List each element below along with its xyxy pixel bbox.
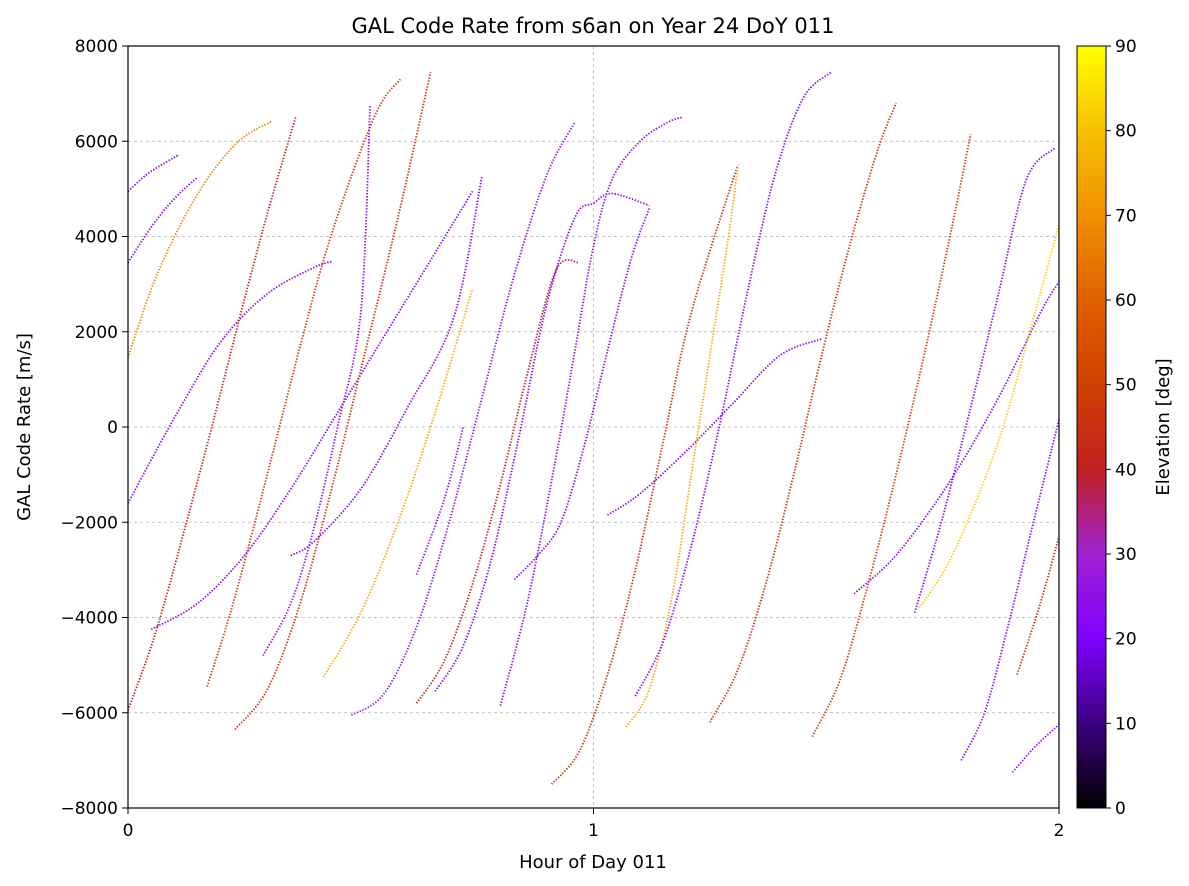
y-axis-label: GAL Code Rate [m/s] (14, 333, 35, 521)
colorbar-tick-label: 90 (1115, 37, 1137, 57)
series-curve (550, 164, 739, 785)
y-tick-label: −4000 (60, 609, 118, 629)
y-tick-label: −6000 (60, 704, 118, 724)
series-track (550, 164, 739, 785)
series-track (290, 176, 483, 557)
series-curve (853, 281, 1060, 595)
series-track (607, 338, 822, 516)
series-curve (709, 102, 897, 723)
y-tick-label: 0 (107, 418, 118, 438)
x-tick-label: 1 (588, 821, 599, 841)
series-track (960, 419, 1060, 761)
colorbar-tick-label: 40 (1115, 460, 1137, 480)
y-axis-ticks: −8000 −6000 −4000 −2000 0 2000 4000 6000 8000 (60, 37, 128, 819)
series-curve (127, 260, 334, 504)
series-track (234, 72, 432, 730)
data-series-layer (127, 71, 1060, 785)
series-track (634, 71, 832, 697)
series-curve (434, 192, 650, 692)
series-track (127, 153, 180, 192)
series-curve (634, 71, 832, 697)
series-track (350, 121, 576, 716)
series-curve (1016, 536, 1060, 675)
series-curve (206, 78, 401, 687)
series-track (150, 190, 474, 631)
colorbar-tick-label: 20 (1115, 630, 1137, 650)
series-curve (913, 147, 1055, 613)
x-axis-label: Hour of Day 011 (519, 852, 667, 873)
series-track (434, 192, 650, 692)
series-curve (499, 116, 683, 706)
series-track (811, 133, 972, 737)
series-curve (322, 288, 474, 678)
series-curve (127, 176, 199, 264)
series-curve (234, 72, 432, 730)
series-curve (127, 117, 297, 711)
series-track (1011, 724, 1060, 773)
colorbar-tick-label: 0 (1115, 799, 1126, 819)
series-curve (350, 121, 576, 716)
series-curve (513, 207, 651, 581)
series-track (853, 281, 1060, 595)
series-curve (127, 153, 180, 192)
series-track (1016, 536, 1060, 675)
series-track (415, 259, 580, 704)
colorbar (1076, 45, 1107, 809)
series-track (206, 78, 401, 687)
x-tick-label: 0 (123, 821, 134, 841)
y-tick-label: 4000 (75, 228, 118, 248)
series-track (415, 426, 465, 575)
colorbar-tick-label: 30 (1115, 545, 1137, 565)
series-curve (625, 164, 739, 728)
series-curve (918, 224, 1060, 609)
colorbar-ticks: 0 10 20 30 40 50 60 70 80 90 (1106, 37, 1137, 819)
colorbar-label: Elevation [deg] (1153, 358, 1174, 495)
colorbar-tick-label: 60 (1115, 291, 1137, 311)
series-track (127, 260, 334, 504)
y-tick-label: 6000 (75, 132, 118, 152)
x-axis-ticks: 0 1 2 (123, 808, 1065, 841)
grid-lines (128, 46, 1059, 808)
series-track (913, 147, 1055, 613)
series-track (625, 164, 739, 728)
series-track (322, 288, 474, 678)
series-curve (150, 190, 474, 631)
colorbar-tick-label: 70 (1115, 206, 1137, 226)
series-track (127, 176, 199, 264)
colorbar-tick-label: 80 (1115, 122, 1137, 142)
series-curve (127, 120, 273, 359)
series-track (262, 105, 371, 657)
series-curve (607, 338, 822, 516)
series-curve (415, 259, 580, 704)
series-curve (1011, 724, 1060, 773)
series-track (499, 116, 683, 706)
series-track (127, 117, 297, 711)
series-track (127, 120, 273, 359)
colorbar-tick-label: 50 (1115, 376, 1137, 396)
series-track (513, 207, 651, 581)
series-curve (262, 105, 371, 657)
series-track (918, 224, 1060, 609)
chart-title: GAL Code Rate from s6an on Year 24 DoY 0… (352, 14, 835, 38)
series-curve (811, 133, 972, 737)
series-curve (415, 426, 465, 575)
series-curve (960, 419, 1060, 761)
y-tick-label: −8000 (60, 799, 118, 819)
colorbar-tick-label: 10 (1115, 714, 1137, 734)
y-tick-label: 8000 (75, 37, 118, 57)
y-tick-label: −2000 (60, 513, 118, 533)
x-tick-label: 2 (1054, 821, 1065, 841)
series-curve (290, 176, 483, 557)
y-tick-label: 2000 (75, 323, 118, 343)
series-track (709, 102, 897, 723)
